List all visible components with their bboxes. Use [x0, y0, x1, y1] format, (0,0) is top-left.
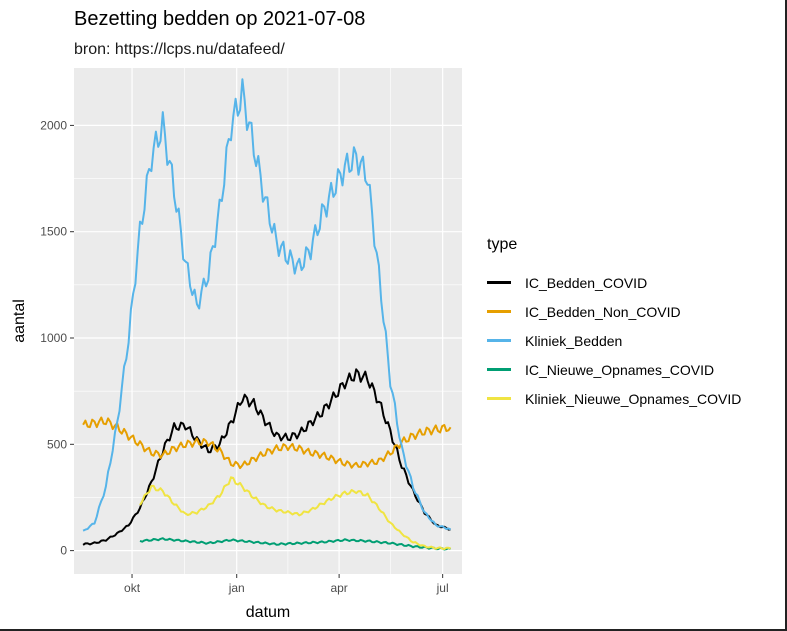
legend-item: IC_Bedden_Non_COVID [487, 297, 741, 326]
chart-subtitle: bron: https://lcps.nu/datafeed/ [74, 41, 285, 58]
series-line-kliniek-nieuwe-opnames-covid [139, 476, 451, 550]
x-tick-label: jan [228, 581, 245, 595]
legend-key [487, 310, 511, 313]
legend-item: IC_Bedden_COVID [487, 268, 741, 297]
grid-lines [74, 68, 462, 574]
legend-items: IC_Bedden_COVID IC_Bedden_Non_COVID Klinie… [487, 268, 741, 413]
legend-title: type [487, 236, 518, 253]
x-tick-label: jul [436, 581, 449, 595]
legend-key [487, 368, 511, 371]
legend: type IC_Bedden_COVID IC_Bedden_Non_COVID K… [487, 236, 741, 413]
y-tick-label: 500 [47, 437, 67, 451]
series-line-ic-nieuwe-opnames-covid [139, 537, 451, 551]
y-tick-label: 2000 [40, 118, 67, 132]
legend-label: IC_Nieuwe_Opnames_COVID [525, 361, 715, 378]
legend-key [487, 397, 511, 400]
x-tick-label: okt [124, 581, 141, 595]
legend-item: Kliniek_Nieuwe_Opnames_COVID [487, 384, 741, 413]
series-line-kliniek-bedden [82, 78, 451, 532]
x-axis: okt jan apr jul [124, 574, 449, 595]
series-line-ic-bedden-non-covid [82, 416, 452, 470]
legend-item: IC_Nieuwe_Opnames_COVID [487, 355, 741, 384]
legend-label: IC_Bedden_Non_COVID [525, 303, 681, 320]
y-tick-label: 1000 [40, 331, 67, 345]
y-tick-label: 1500 [40, 225, 67, 239]
panel-background [74, 68, 462, 574]
x-tick-label: apr [330, 581, 347, 595]
x-axis-title: datum [246, 604, 290, 621]
legend-item: Kliniek_Bedden [487, 326, 741, 355]
series-line-ic-bedden-covid [82, 368, 451, 546]
legend-key [487, 339, 511, 342]
legend-label: Kliniek_Bedden [525, 332, 623, 349]
legend-label: IC_Bedden_COVID [525, 274, 648, 291]
y-tick-label: 0 [60, 544, 67, 558]
legend-label: Kliniek_Nieuwe_Opnames_COVID [525, 390, 742, 407]
y-axis-title: aantal [11, 299, 28, 343]
y-axis: 0 500 1000 1500 2000 [40, 118, 74, 558]
legend-key [487, 281, 511, 284]
chart-title: Bezetting bedden op 2021-07-08 [74, 8, 366, 30]
series-lines [82, 78, 452, 551]
